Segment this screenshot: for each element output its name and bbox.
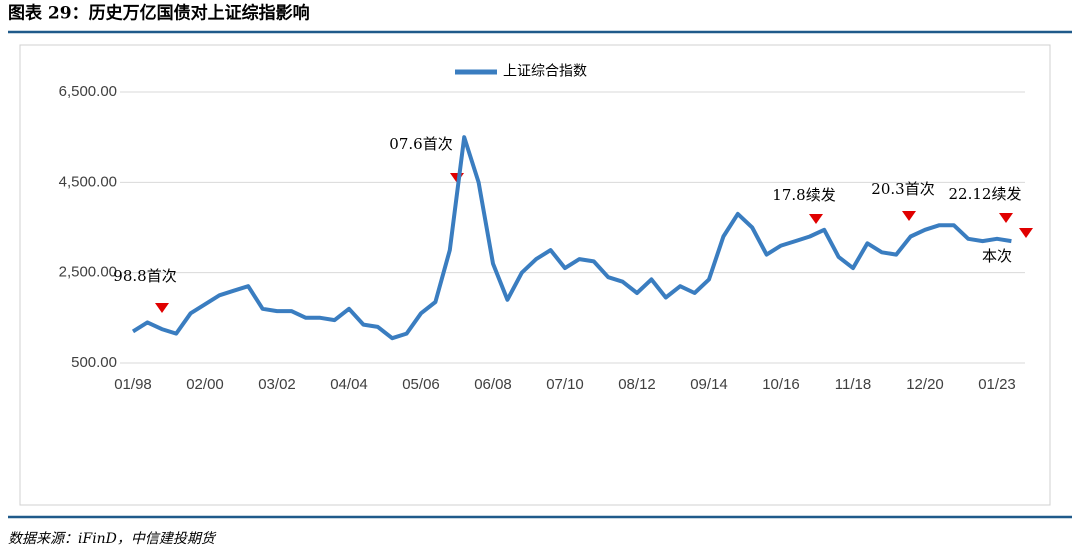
legend-label: 上证综合指数 <box>503 63 587 79</box>
annotation: 07.6首次 <box>389 135 452 153</box>
y-tick-label: 6,500.00 <box>59 83 117 100</box>
x-tick-label: 06/08 <box>474 376 512 393</box>
marker <box>155 303 169 313</box>
x-tick-label: 05/06 <box>402 376 440 393</box>
x-tick-label: 01/98 <box>114 376 152 393</box>
annotation: 20.3首次 <box>871 180 934 198</box>
source: 数据来源：iFinD，中信建投期货 <box>8 531 217 547</box>
x-tick-label: 11/18 <box>835 376 871 393</box>
plot-frame <box>19 44 1051 506</box>
chart-title: 图表 29：历史万亿国债对上证综指影响 <box>8 3 310 24</box>
annotation: 22.12续发 <box>949 185 1022 203</box>
x-tick-label: 03/02 <box>258 376 296 393</box>
marker <box>902 211 916 221</box>
y-tick-label: 500.00 <box>71 354 117 371</box>
annotation: 17.8续发 <box>772 186 835 204</box>
marker <box>809 214 823 224</box>
x-tick-label: 08/12 <box>618 376 656 393</box>
x-tick-label: 01/23 <box>978 376 1016 393</box>
x-tick-label: 07/10 <box>546 376 584 393</box>
x-tick-label: 10/16 <box>762 376 800 393</box>
x-tick-label: 02/00 <box>186 376 224 393</box>
y-tick-label: 4,500.00 <box>59 173 117 190</box>
annotation: 本次 <box>982 247 1012 265</box>
annotation: 98.8首次 <box>113 267 176 285</box>
x-tick-label: 04/04 <box>330 376 368 393</box>
marker <box>999 213 1013 223</box>
x-tick-label: 12/20 <box>906 376 944 393</box>
line-series <box>131 135 1012 341</box>
y-tick-label: 2,500.00 <box>59 264 117 281</box>
marker <box>1019 228 1033 238</box>
x-tick-label: 09/14 <box>690 376 728 393</box>
